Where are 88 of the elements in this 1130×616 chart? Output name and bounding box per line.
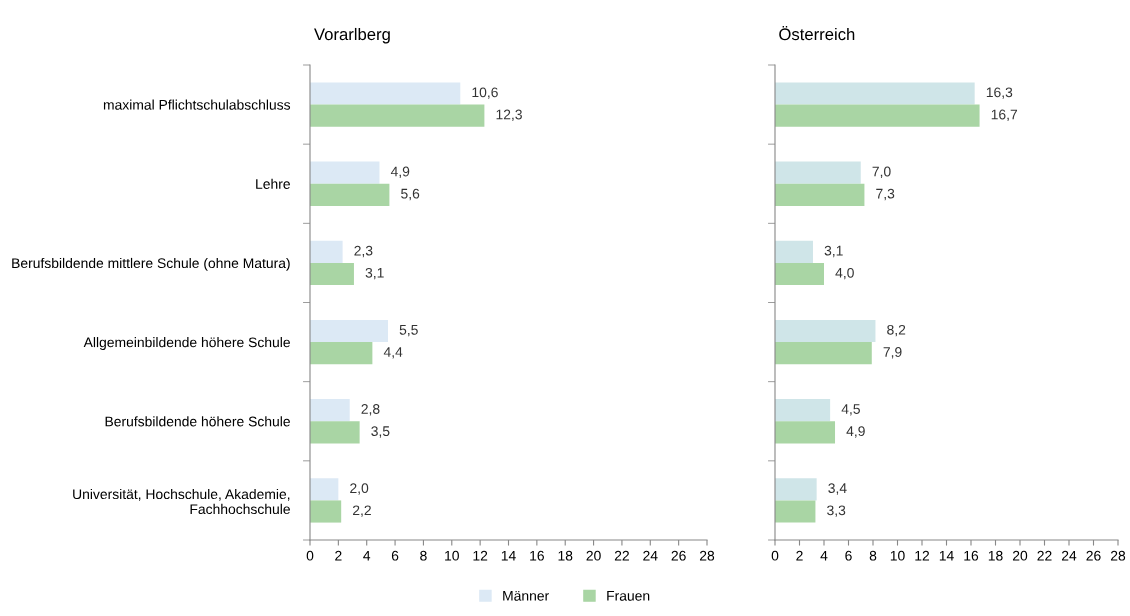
x-tick-label: 20 bbox=[586, 550, 601, 561]
x-tick-label: 28 bbox=[699, 550, 715, 561]
bar bbox=[775, 82, 975, 105]
bar bbox=[310, 104, 485, 127]
data-label: 4,9 bbox=[390, 166, 410, 179]
data-label: 10,6 bbox=[472, 87, 498, 99]
data-label: 3,3 bbox=[827, 505, 846, 517]
data-label: 12,3 bbox=[496, 109, 522, 122]
data-label: 3,5 bbox=[371, 426, 390, 438]
data-label: 3,1 bbox=[824, 245, 843, 258]
bar bbox=[775, 342, 872, 365]
data-label: 2,8 bbox=[361, 404, 380, 416]
y-tick-label: Berufsbildende höhere Schule bbox=[105, 416, 290, 427]
x-tick-label: 2 bbox=[335, 550, 342, 561]
bar bbox=[775, 240, 813, 263]
bar bbox=[775, 161, 861, 184]
x-tick-label: 22 bbox=[1037, 550, 1052, 561]
data-label: 5,5 bbox=[399, 325, 418, 337]
x-tick-label: 8 bbox=[869, 550, 877, 561]
y-tick-label: maximal Pflichtschulabschluss bbox=[103, 99, 291, 110]
x-tick-label: 16 bbox=[530, 550, 544, 561]
x-tick-label: 26 bbox=[671, 550, 686, 561]
legend-label: Männer bbox=[503, 591, 549, 601]
y-tick-label: Universität, Hochschule, Akademie, Fachhochschule bbox=[73, 488, 290, 515]
bar bbox=[310, 421, 360, 444]
bar bbox=[775, 421, 836, 444]
bar bbox=[310, 262, 354, 286]
data-label: 2,0 bbox=[350, 483, 369, 495]
bar bbox=[310, 342, 373, 365]
x-tick-label: 14 bbox=[939, 550, 954, 561]
legend-label: Frauen bbox=[607, 591, 650, 601]
data-label: 4,4 bbox=[383, 347, 403, 359]
data-label: 3,1 bbox=[365, 267, 384, 280]
x-tick-label: 26 bbox=[1086, 550, 1101, 561]
y-tick-label: Allgemeinbildende höhere Schule bbox=[83, 337, 290, 350]
bar bbox=[775, 104, 980, 127]
bar bbox=[775, 399, 831, 422]
x-tick-label: 28 bbox=[1110, 550, 1126, 561]
x-tick-label: 4 bbox=[820, 550, 828, 561]
bar bbox=[310, 500, 342, 523]
x-tick-label: 16 bbox=[964, 550, 979, 561]
x-tick-label: 18 bbox=[558, 550, 573, 561]
x-tick-label: 8 bbox=[420, 550, 427, 561]
data-label: 4,0 bbox=[835, 267, 854, 280]
bar bbox=[310, 478, 339, 501]
data-label: 5,6 bbox=[401, 188, 420, 201]
bar bbox=[310, 399, 350, 422]
bar bbox=[775, 262, 824, 286]
x-tick-label: 18 bbox=[988, 550, 1003, 561]
x-tick-label: 12 bbox=[473, 550, 488, 561]
chart-title: Vorarlberg bbox=[314, 27, 390, 44]
chart-title: Österreich bbox=[779, 26, 855, 41]
bar bbox=[310, 183, 390, 206]
x-tick-label: 12 bbox=[915, 550, 930, 561]
bar bbox=[775, 500, 816, 523]
x-tick-label: 24 bbox=[643, 550, 658, 561]
data-label: 8,2 bbox=[887, 324, 906, 337]
data-label: 7,0 bbox=[872, 166, 891, 179]
x-tick-label: 10 bbox=[445, 550, 459, 561]
y-tick-label: Lehre bbox=[256, 178, 290, 189]
y-tick-label: Berufsbildende mittlere Schule (ohne Matura) bbox=[12, 257, 290, 271]
data-label: 7,9 bbox=[883, 347, 902, 359]
data-label: 2,2 bbox=[353, 505, 371, 517]
data-label: 16,7 bbox=[991, 109, 1018, 122]
x-tick-label: 10 bbox=[890, 550, 905, 561]
bar bbox=[310, 240, 343, 263]
bar bbox=[310, 82, 461, 105]
data-label: 4,9 bbox=[846, 426, 865, 438]
bar bbox=[310, 319, 388, 343]
data-label: 3,4 bbox=[828, 483, 847, 495]
x-tick-label: 0 bbox=[771, 550, 779, 561]
data-label: 2,3 bbox=[354, 245, 373, 258]
x-tick-label: 24 bbox=[1061, 550, 1077, 561]
data-label: 7,3 bbox=[876, 188, 895, 201]
x-tick-label: 0 bbox=[306, 550, 314, 561]
bar bbox=[775, 183, 865, 206]
bar bbox=[775, 478, 817, 501]
x-tick-label: 2 bbox=[796, 550, 803, 561]
bar bbox=[775, 319, 876, 343]
data-label: 16,3 bbox=[986, 87, 1013, 99]
x-tick-label: 6 bbox=[845, 550, 852, 561]
x-tick-label: 14 bbox=[501, 550, 516, 561]
x-tick-label: 6 bbox=[391, 550, 399, 561]
bar bbox=[310, 161, 380, 184]
x-tick-label: 20 bbox=[1012, 550, 1028, 561]
x-tick-label: 22 bbox=[614, 550, 629, 561]
x-tick-label: 4 bbox=[363, 550, 371, 561]
data-label: 4,5 bbox=[841, 404, 860, 416]
